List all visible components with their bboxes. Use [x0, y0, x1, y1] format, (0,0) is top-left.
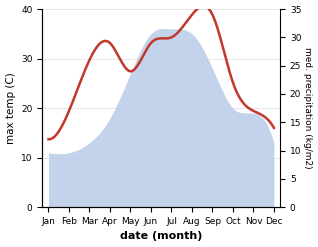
Y-axis label: max temp (C): max temp (C) [5, 72, 16, 144]
X-axis label: date (month): date (month) [120, 231, 203, 242]
Y-axis label: med. precipitation (kg/m2): med. precipitation (kg/m2) [303, 47, 313, 169]
